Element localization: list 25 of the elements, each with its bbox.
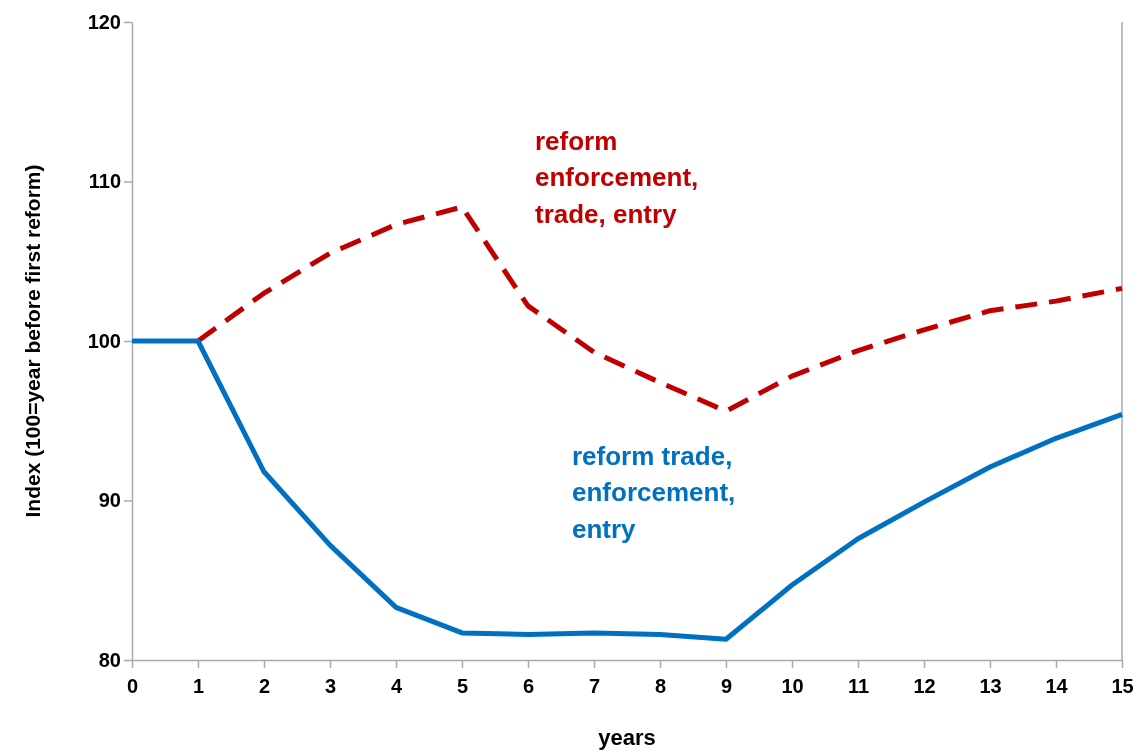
y-tick-label: 120 <box>87 10 121 33</box>
x-axis-title: years <box>598 725 656 750</box>
y-tick-label: 110 <box>88 170 121 193</box>
y-axis-title: Index (100=year before first reform) <box>21 164 44 518</box>
series-label: reform enforcement, trade, entry <box>535 126 699 229</box>
x-tick-label: 12 <box>913 675 936 697</box>
x-tick-label: 0 <box>126 675 139 697</box>
x-tick-label: 4 <box>390 675 403 697</box>
x-tick-label: 7 <box>588 675 601 697</box>
x-tick-label: 9 <box>720 675 733 697</box>
x-tick-label: 11 <box>847 675 870 697</box>
x-tick-label: 3 <box>324 675 337 697</box>
y-tick-label: 100 <box>87 329 121 352</box>
x-tick-label: 2 <box>258 675 271 697</box>
x-tick-label: 6 <box>522 675 535 697</box>
text: reform trade, enforcement, entry <box>572 441 736 544</box>
x-tick-label: 14 <box>1045 675 1069 697</box>
x-tick-label: 15 <box>1111 675 1134 697</box>
y-tick-label: 80 <box>98 648 121 671</box>
x-tick-label: 1 <box>192 675 205 697</box>
x-tick-label: 13 <box>979 675 1002 697</box>
y-tick-label: 90 <box>98 489 121 512</box>
x-tick-label: 10 <box>781 675 804 697</box>
x-tick-label: 5 <box>456 675 469 697</box>
x-tick-label: 8 <box>654 675 667 697</box>
